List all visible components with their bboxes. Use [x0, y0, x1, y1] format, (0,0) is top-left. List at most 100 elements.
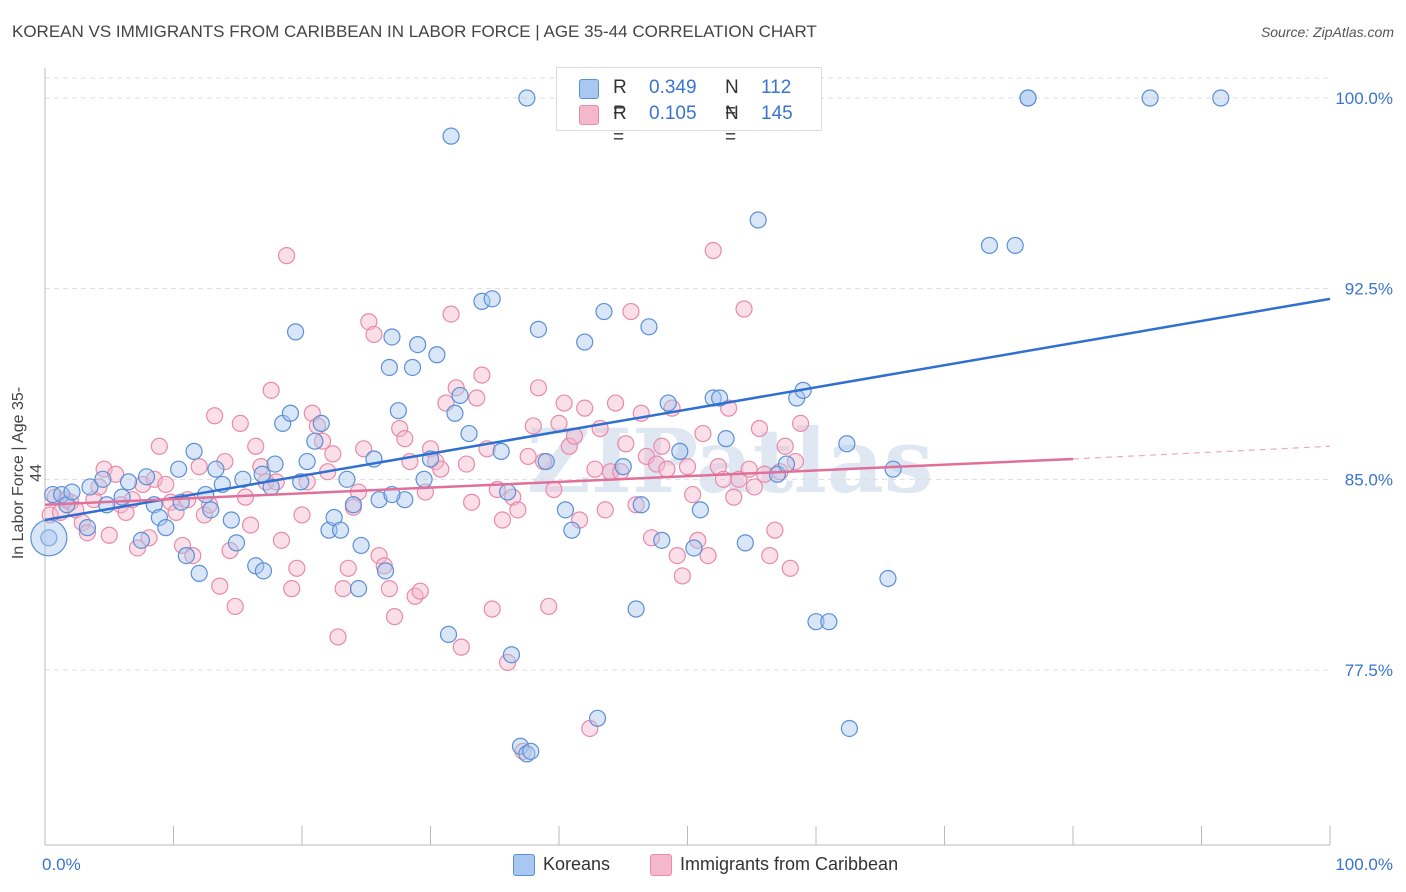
point-caribbean — [745, 478, 763, 496]
point-korean — [227, 534, 246, 552]
trend-line-caribbean-extension — [1072, 445, 1331, 460]
point-korean — [460, 424, 478, 443]
point-caribbean — [107, 465, 125, 483]
point-caribbean — [545, 480, 563, 499]
point-caribbean — [524, 417, 542, 435]
point-korean — [157, 519, 175, 537]
point-caribbean — [206, 407, 224, 425]
point-caribbean — [247, 437, 265, 455]
y-tick-label: 77.5% — [1345, 661, 1393, 680]
point-caribbean — [190, 458, 208, 476]
point-korean — [132, 531, 150, 549]
point-korean — [537, 452, 555, 471]
point-korean — [254, 562, 273, 580]
point-korean — [170, 460, 188, 478]
point-korean — [119, 473, 138, 491]
point-korean — [595, 302, 613, 321]
point-korean — [632, 496, 650, 514]
point-caribbean — [293, 506, 311, 524]
point-korean — [409, 335, 427, 354]
point-korean — [446, 404, 464, 422]
point-korean — [396, 491, 414, 509]
point-caribbean — [184, 546, 202, 565]
point-korean — [1141, 89, 1159, 107]
point-caribbean — [606, 394, 625, 412]
x-tick-label: 0.0% — [42, 855, 81, 874]
point-korean — [331, 521, 350, 539]
point-korean — [190, 564, 208, 582]
point-korean — [640, 318, 658, 336]
point-korean — [588, 709, 607, 727]
legend-r-label: R = — [613, 103, 627, 148]
point-korean — [1006, 236, 1024, 255]
point-korean — [473, 292, 491, 310]
point-caribbean — [355, 440, 373, 458]
point-korean — [614, 458, 632, 476]
point-korean — [78, 519, 97, 537]
point-caribbean — [231, 414, 249, 433]
point-caribbean — [627, 496, 645, 514]
point-korean — [281, 404, 300, 422]
point-caribbean — [272, 531, 291, 549]
point-korean — [306, 432, 324, 450]
point-caribbean — [226, 597, 244, 616]
point-caribbean — [668, 546, 686, 565]
point-caribbean — [776, 437, 794, 455]
point-caribbean — [100, 526, 118, 544]
point-korean — [671, 442, 689, 460]
point-caribbean — [658, 460, 676, 478]
point-korean — [499, 483, 517, 501]
point-korean — [691, 501, 709, 519]
y-tick-label: 92.5% — [1345, 280, 1393, 299]
legend-swatch-blue — [579, 79, 599, 99]
point-korean — [659, 394, 677, 412]
point-caribbean — [694, 424, 712, 443]
point-korean — [502, 646, 521, 664]
point-caribbean — [519, 447, 537, 466]
point-caribbean — [339, 559, 357, 577]
point-korean — [442, 127, 460, 145]
legend-n-value: 145 — [761, 103, 793, 124]
point-caribbean — [493, 511, 512, 529]
point-caribbean — [750, 419, 769, 438]
point-korean — [352, 536, 370, 555]
point-korean — [518, 89, 536, 107]
point-caribbean — [648, 455, 666, 473]
point-caribbean — [642, 529, 661, 547]
point-korean — [840, 719, 859, 738]
point-korean — [820, 613, 838, 631]
point-korean — [556, 501, 575, 519]
point-caribbean — [529, 379, 548, 397]
point-caribbean — [329, 628, 347, 646]
point-korean — [415, 470, 433, 488]
point-korean — [451, 386, 469, 405]
legend-n-label: N = — [725, 103, 739, 148]
point-caribbean — [432, 460, 450, 478]
point-caribbean — [167, 503, 185, 521]
point-korean — [1019, 89, 1037, 107]
point-korean — [222, 511, 240, 529]
point-caribbean — [540, 597, 558, 616]
point-korean — [137, 468, 156, 486]
point-korean — [389, 402, 407, 420]
point-korean — [298, 452, 316, 471]
legend-r-label: R = — [613, 77, 627, 122]
point-caribbean — [385, 608, 404, 626]
point-korean — [380, 358, 398, 377]
stats-legend: R = 0.349 N = 112 R = 0.105 N = 145 — [556, 67, 822, 148]
point-korean — [884, 460, 902, 478]
y-tick-label: 100.0% — [1335, 89, 1393, 108]
point-caribbean — [555, 394, 573, 412]
point-caribbean — [396, 430, 414, 448]
trend-line-caribbean — [44, 457, 1074, 507]
point-caribbean — [791, 414, 810, 433]
point-korean — [338, 470, 356, 488]
point-caribbean — [442, 305, 460, 323]
point-caribbean — [380, 580, 398, 598]
point-caribbean — [586, 460, 604, 478]
point-korean — [428, 346, 446, 364]
point-korean — [81, 478, 99, 496]
point-caribbean — [550, 414, 568, 433]
point-caribbean — [725, 488, 743, 506]
